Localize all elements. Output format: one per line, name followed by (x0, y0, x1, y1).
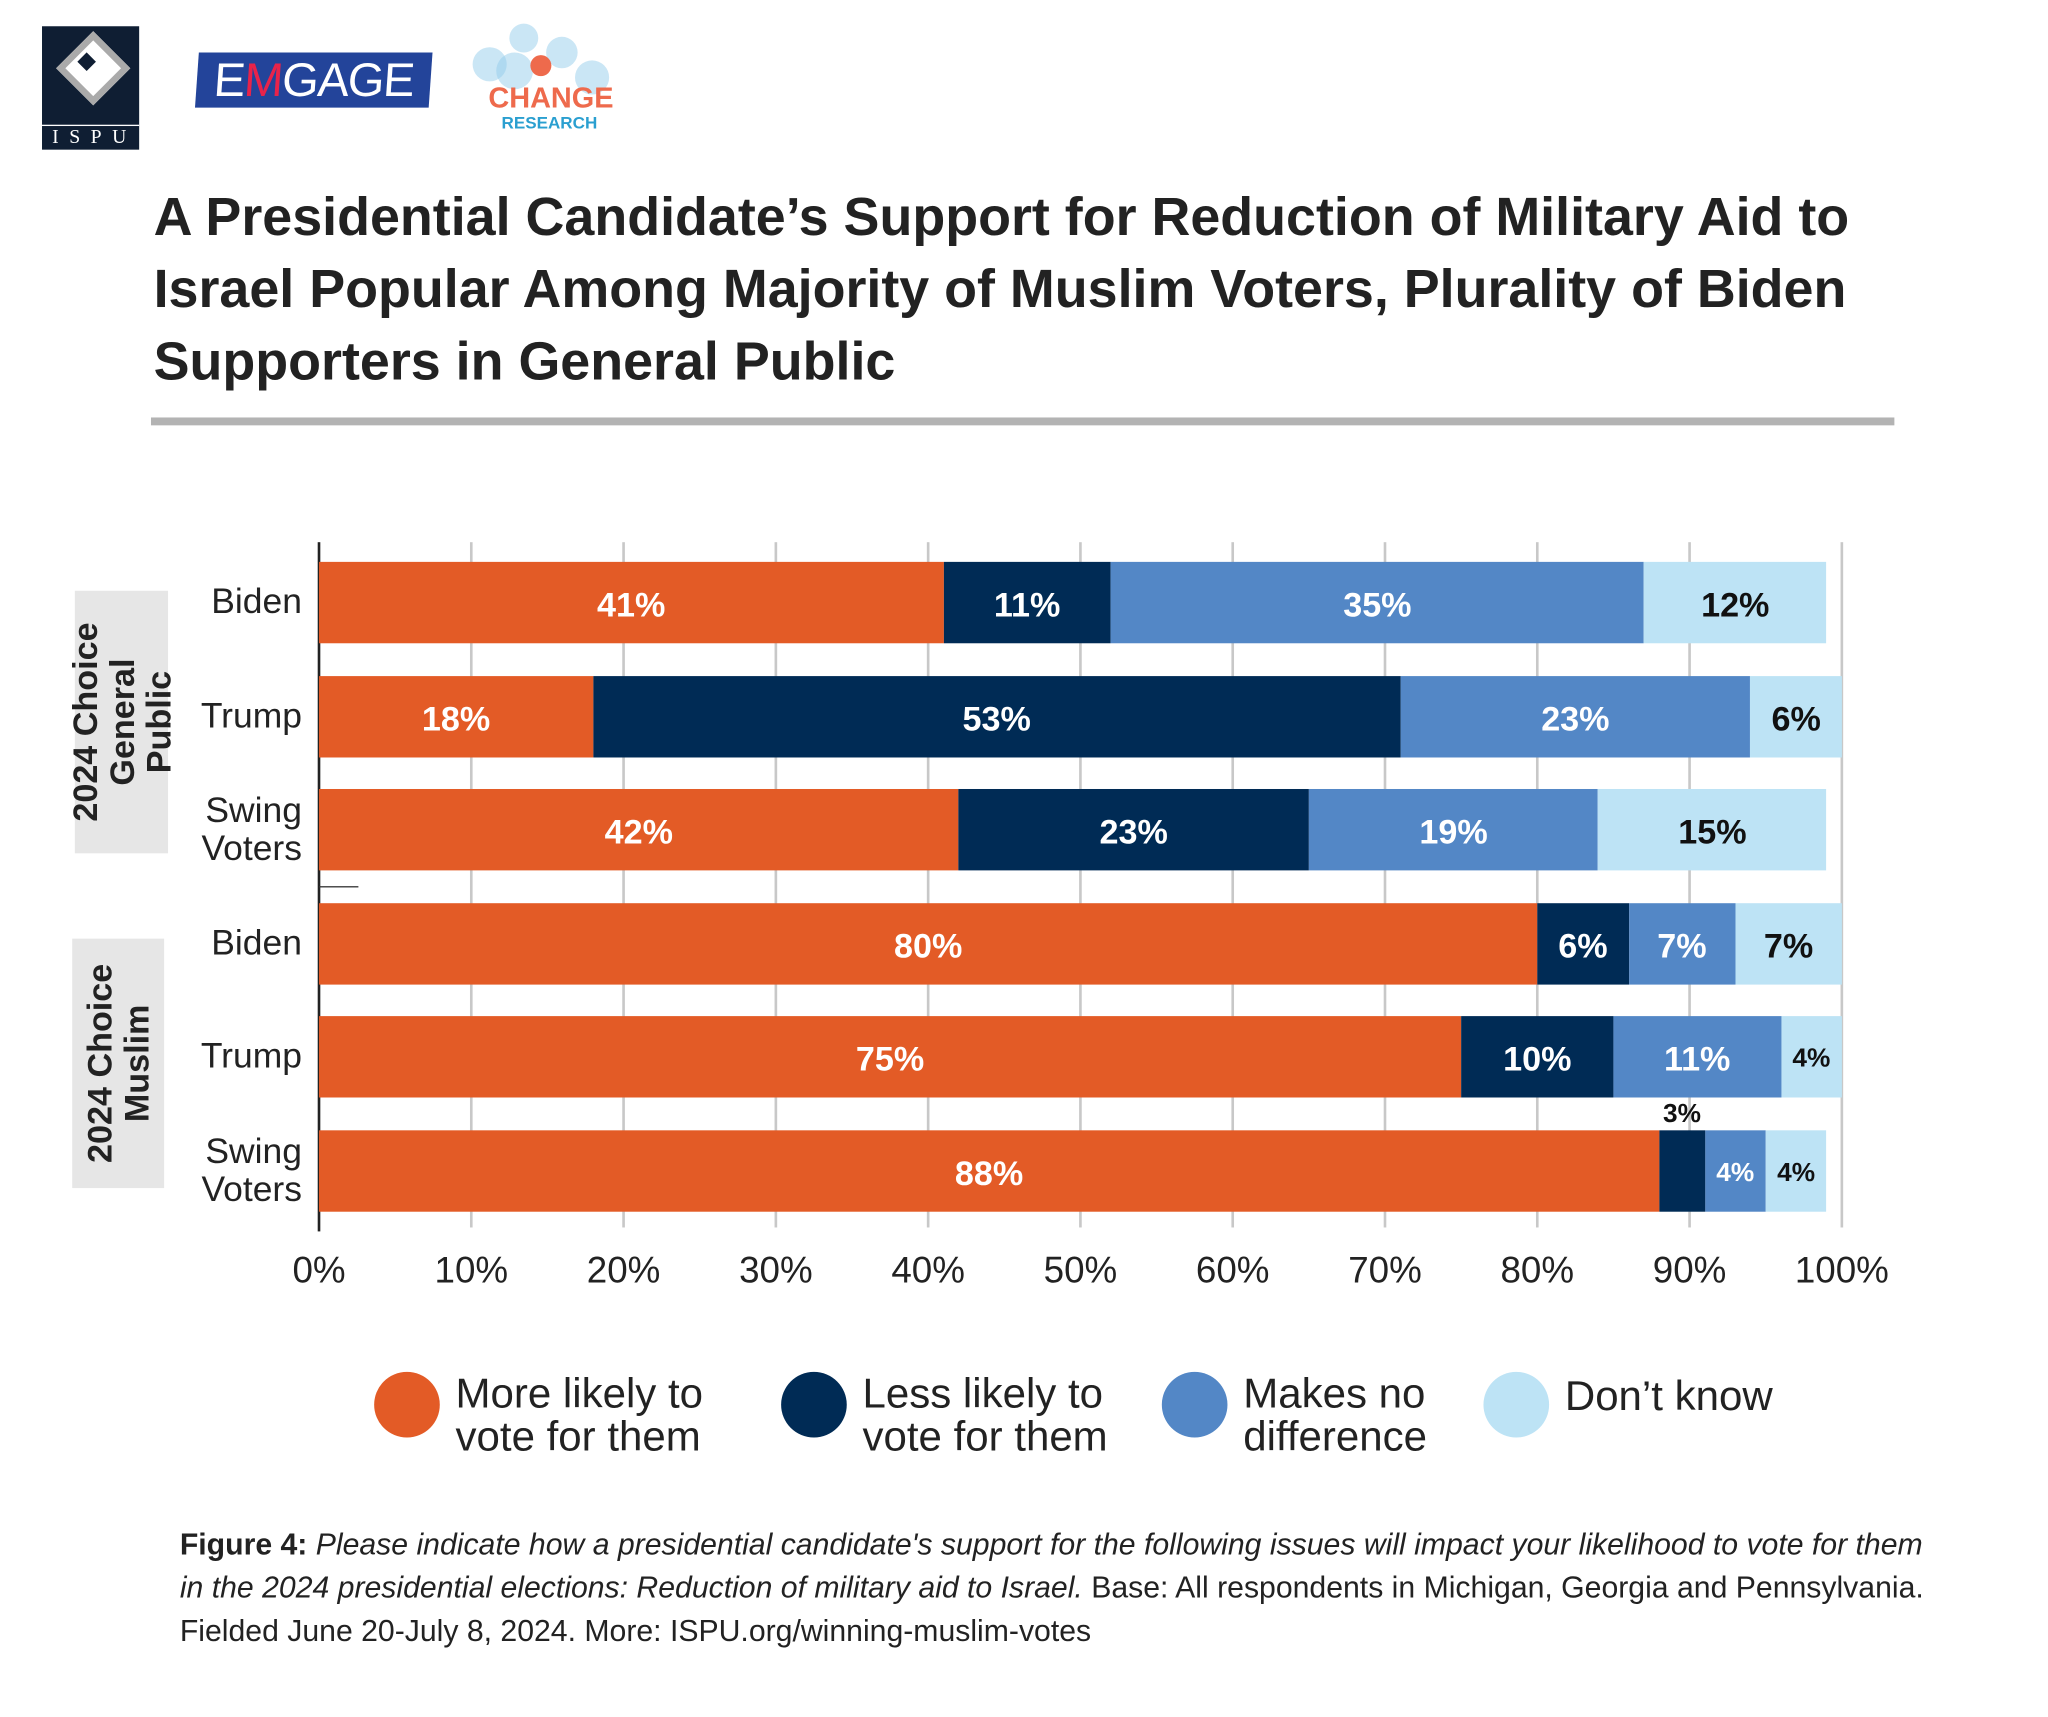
bar-segment (1308, 789, 1599, 871)
legend-item-more-likely: More likely to vote for them (374, 1371, 744, 1459)
data-label: 10% (1503, 1039, 1572, 1079)
category-label: Trump (200, 1036, 302, 1076)
category-label: Biden (211, 922, 302, 963)
gridline (1231, 542, 1235, 1228)
bar-segment (1537, 902, 1629, 985)
bar-segment (943, 561, 1111, 644)
figure-caption: Figure 4: Please indicate how a presiden… (179, 1526, 1924, 1648)
legend-item-less-likely: Less likely to vote for them (781, 1371, 1151, 1459)
bar-segment (1461, 1016, 1614, 1099)
data-label: 18% (421, 698, 491, 738)
bar-segment (319, 789, 959, 871)
data-label: 6% (1558, 925, 1608, 966)
category-label: Trump (200, 695, 302, 735)
data-label: 11% (1663, 1039, 1731, 1079)
data-label: 6% (1771, 698, 1821, 738)
title-divider (150, 417, 1895, 426)
bar-segment (319, 561, 944, 644)
legend-swatch (781, 1371, 847, 1438)
gridline (469, 542, 473, 1228)
bar-segment (1643, 561, 1827, 644)
bar-segment (1704, 1130, 1766, 1212)
group-separator (319, 886, 359, 888)
data-label: 41% (597, 584, 666, 625)
x-tick-label: 60% (1195, 1249, 1270, 1291)
x-tick-label: 80% (1500, 1249, 1575, 1291)
data-label: 4% (1716, 1158, 1755, 1188)
bar-segment (1765, 1130, 1827, 1212)
data-label: 53% (962, 698, 1031, 738)
gridline (622, 542, 625, 1228)
bar-segment (319, 1016, 1462, 1099)
gridline (774, 542, 778, 1228)
x-tick-label: 40% (891, 1249, 965, 1291)
data-label: 75% (855, 1039, 925, 1079)
bar-segment (1110, 561, 1644, 644)
x-tick-label: 90% (1652, 1249, 1727, 1291)
data-label: 7% (1657, 925, 1707, 966)
x-tick-label: 20% (586, 1249, 661, 1291)
ispu-logo: ISPU (42, 26, 140, 150)
category-label: Swing Voters (201, 790, 302, 869)
change-research-logo: CHANGE RESEARCH (470, 23, 617, 134)
data-label: 23% (1541, 698, 1610, 738)
bar-segment (1400, 675, 1751, 757)
legend-item-dont-know: Don’t know (1483, 1371, 1853, 1438)
x-tick-label: 10% (434, 1249, 509, 1291)
legend-item-no-difference: Makes no difference (1161, 1371, 1480, 1459)
gridline (926, 542, 930, 1228)
bar-segment (1628, 902, 1736, 985)
data-label: 80% (893, 925, 963, 966)
gridline (1840, 542, 1844, 1228)
bar-segment (1780, 1016, 1842, 1099)
group-label-muslim: 2024 Choice Muslim (72, 938, 165, 1189)
x-tick-label: 50% (1043, 1249, 1118, 1291)
bar-segment (958, 789, 1309, 871)
legend-swatch (374, 1371, 440, 1438)
bar-segment (1750, 675, 1842, 757)
bar-segment (1613, 1016, 1781, 1099)
gridline (1383, 542, 1387, 1228)
legend-swatch (1161, 1371, 1228, 1438)
data-label: 7% (1763, 925, 1814, 966)
data-label: 3% (1662, 1099, 1701, 1129)
bar-segment (1735, 902, 1842, 985)
x-tick-label: 0% (292, 1249, 346, 1291)
chart-title: A Presidential Candidate’s Support for R… (153, 186, 1850, 392)
bar-segment (319, 1130, 1660, 1212)
x-tick-label: 70% (1348, 1249, 1422, 1291)
bar-segment (319, 675, 594, 757)
gridline (1079, 542, 1082, 1228)
bar-segment (319, 902, 1538, 985)
legend-swatch (1483, 1371, 1550, 1438)
bar-segment (593, 675, 1401, 757)
category-label: Swing Voters (201, 1131, 302, 1210)
data-label: 12% (1701, 584, 1770, 625)
bar-segment (1659, 1130, 1705, 1212)
category-label: Biden (211, 581, 302, 621)
data-label: 4% (1777, 1158, 1816, 1188)
data-label: 11% (993, 584, 1061, 625)
bar-segment (1598, 789, 1827, 871)
data-label: 42% (604, 812, 673, 852)
gridline (1535, 542, 1539, 1228)
data-label: 4% (1792, 1044, 1831, 1074)
data-label: 88% (954, 1153, 1024, 1193)
x-tick-label: 100% (1794, 1249, 1889, 1291)
data-label: 19% (1419, 812, 1488, 852)
data-label: 23% (1099, 812, 1168, 852)
x-tick-label: 30% (739, 1249, 813, 1291)
data-label: 35% (1343, 584, 1412, 625)
group-label-general-public: 2024 Choice General Public (65, 590, 178, 854)
data-label: 15% (1678, 812, 1747, 852)
emgage-logo: EMGAGE (194, 52, 433, 108)
gridline (1688, 542, 1691, 1228)
